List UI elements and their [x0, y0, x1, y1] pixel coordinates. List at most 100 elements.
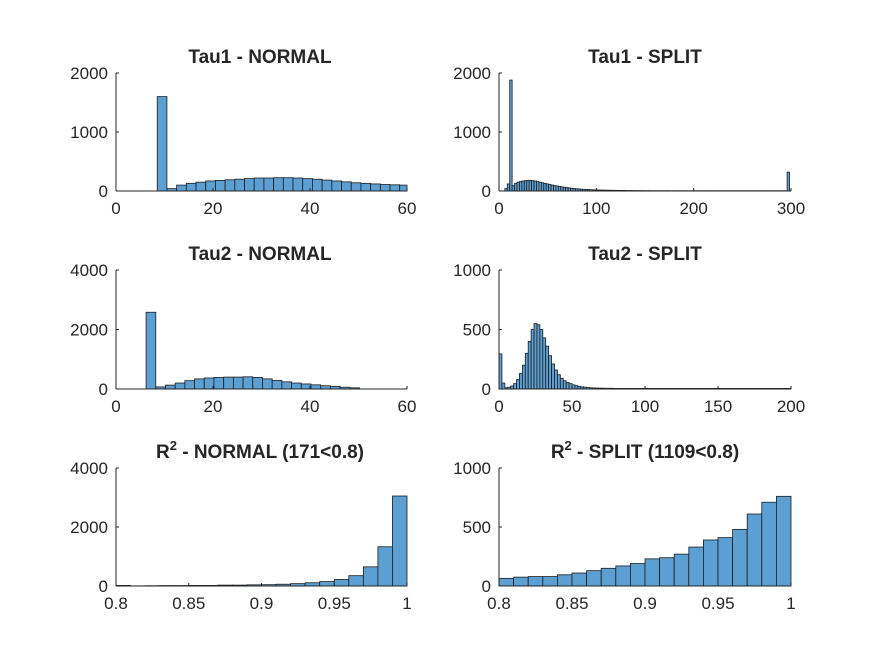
title-superscript: 2 [170, 438, 177, 453]
x-tick-label: 0 [494, 199, 503, 218]
histogram-bar [341, 181, 352, 192]
histogram-bar [291, 382, 302, 390]
x-tick-label: 1 [786, 594, 795, 613]
histogram-bar [521, 364, 526, 390]
panel-title: Tau2 - SPLIT [588, 244, 702, 265]
x-tick-label: 0.8 [104, 594, 128, 613]
histogram-bar [688, 546, 704, 587]
histogram-bar [530, 329, 535, 390]
x-tick-label: 40 [301, 199, 320, 218]
y-tick-label: 500 [463, 518, 491, 537]
x-tick-label: 200 [777, 397, 805, 416]
histogram-bar [524, 352, 529, 390]
histogram-bar [509, 79, 513, 192]
y-tick-label: 1000 [453, 261, 491, 280]
y-tick-label: 4000 [70, 459, 108, 478]
histogram-bar [542, 576, 558, 587]
histogram-bar [319, 581, 335, 587]
x-tick-label: 1 [402, 594, 411, 613]
panel-title: Tau1 - NORMAL [188, 47, 332, 68]
tick-labels: 0 50 100 150 200 0 500 1000 [453, 261, 805, 416]
y-tick-label: 500 [463, 321, 491, 340]
histogram-bar [557, 574, 573, 587]
title-rest: - NORMAL (171<0.8) [177, 442, 364, 463]
x-tick-label: 0 [494, 397, 503, 416]
histogram-bar [176, 184, 187, 192]
panel-title: Tau1 - SPLIT [588, 47, 702, 68]
title-rest: - SPLIT (1109<0.8) [572, 442, 739, 463]
histogram-bar [498, 577, 515, 587]
histogram-bar [156, 96, 168, 192]
histogram-bar [370, 183, 381, 192]
histogram-bar [516, 379, 520, 390]
x-tick-label: 150 [704, 397, 732, 416]
x-tick-label: 0.95 [701, 594, 734, 613]
histogram-bar [571, 572, 588, 587]
histogram-bar [244, 178, 255, 192]
histogram-bar [360, 182, 372, 192]
histogram-bar [262, 378, 273, 390]
panel-tau1-normal: Tau1 - NORMAL 0 20 40 60 0 1000 2000 [70, 47, 416, 218]
histogram-bar [533, 323, 538, 390]
histogram-bar [559, 377, 564, 390]
histogram-bar [600, 567, 617, 587]
x-tick-label: 50 [563, 397, 582, 416]
axes [115, 467, 408, 587]
histogram-bar [292, 177, 304, 192]
x-tick-label: 0.95 [318, 594, 351, 613]
histogram-bar [348, 575, 364, 587]
histogram-bar [271, 379, 283, 390]
histogram-bar [659, 557, 675, 587]
histogram-bar [392, 495, 408, 587]
y-tick-label: 0 [482, 182, 491, 201]
histogram-bar [333, 579, 350, 587]
tick-labels: 0 100 200 300 0 1000 2000 [453, 64, 805, 218]
y-tick-label: 4000 [70, 261, 108, 280]
tick-labels: 0 20 40 60 0 2000 4000 [70, 261, 416, 416]
histogram-bar [362, 566, 379, 587]
x-tick-label: 60 [398, 199, 417, 218]
histogram-bar [253, 177, 265, 192]
axes [498, 467, 792, 587]
y-tick-label: 1000 [70, 123, 108, 142]
x-tick-label: 0 [111, 397, 120, 416]
histogram-bar [527, 340, 532, 390]
histogram-bar [302, 178, 313, 192]
histogram-bar [184, 380, 195, 390]
y-tick-label: 1000 [453, 123, 491, 142]
histogram-bar [377, 546, 393, 587]
title-main: R [551, 442, 565, 463]
histogram-bar [379, 184, 391, 192]
histogram-bar [536, 324, 541, 390]
y-tick-label: 0 [99, 577, 108, 596]
histogram-bar [194, 378, 205, 390]
histogram-bar [252, 376, 263, 390]
histogram-bar [746, 513, 763, 587]
histogram-bar [273, 177, 284, 192]
title-main: R [156, 442, 170, 463]
tick-labels: 0.8 0.85 0.9 0.95 1 0 2000 4000 [70, 459, 412, 613]
histogram-bar [732, 528, 748, 587]
histogram-bar [557, 374, 561, 390]
y-tick-label: 0 [482, 380, 491, 399]
panel-title: R2 - SPLIT (1109<0.8) [551, 438, 739, 463]
histogram-bar [223, 376, 234, 390]
histogram-bar [399, 184, 408, 192]
histogram-bar [331, 180, 342, 192]
axes [115, 269, 408, 390]
histogram-bar [213, 376, 225, 390]
x-tick-label: 0.8 [487, 594, 511, 613]
y-tick-label: 2000 [70, 321, 108, 340]
title-superscript: 2 [565, 438, 572, 453]
bar-group [498, 495, 792, 587]
histogram-bar [717, 537, 734, 587]
histogram-bar [644, 558, 661, 587]
y-tick-label: 2000 [70, 64, 108, 83]
x-tick-label: 0.85 [172, 594, 205, 613]
panel-tau2-split: Tau2 - SPLIT 0 50 100 150 200 0 500 1000 [453, 244, 805, 416]
histogram-bar [310, 384, 322, 390]
tick-labels: 0 20 40 60 0 1000 2000 [70, 64, 416, 218]
histogram-bar [562, 380, 567, 390]
x-tick-label: 0.9 [633, 594, 657, 613]
